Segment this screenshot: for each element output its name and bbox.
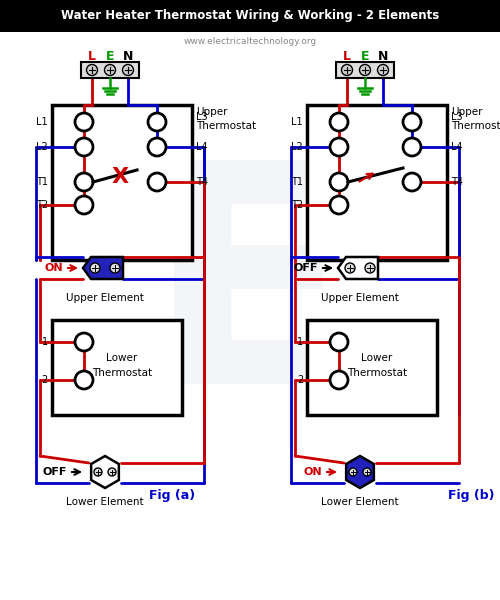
Text: T1: T1	[291, 177, 303, 187]
Bar	[52, 320, 182, 415]
Text: Water Heater Thermostat Wiring & Working - 2 Elements: Water Heater Thermostat Wiring & Working…	[61, 10, 439, 22]
Circle shape	[90, 263, 100, 273]
Bar	[336, 62, 394, 78]
Circle shape	[365, 263, 375, 273]
Text: 2: 2	[297, 375, 303, 385]
Text: Thermostat: Thermostat	[451, 121, 500, 131]
Text: L4: L4	[196, 142, 207, 152]
Text: Upper Element: Upper Element	[321, 293, 399, 303]
Polygon shape	[338, 257, 378, 279]
Circle shape	[104, 64, 116, 76]
Text: Lower: Lower	[106, 353, 138, 363]
Polygon shape	[346, 456, 374, 488]
Circle shape	[75, 371, 93, 389]
Text: L: L	[88, 49, 96, 62]
Polygon shape	[83, 257, 123, 279]
Circle shape	[110, 263, 120, 273]
Bar	[52, 105, 192, 260]
Text: ON: ON	[304, 467, 322, 477]
Text: T4: T4	[196, 177, 208, 187]
Text: L2: L2	[36, 142, 48, 152]
Text: 1: 1	[42, 337, 48, 347]
Polygon shape	[91, 456, 119, 488]
Text: E: E	[146, 151, 354, 449]
Text: Lower Element: Lower Element	[66, 497, 144, 507]
Bar	[0, 0, 500, 32]
Text: L: L	[343, 49, 351, 62]
Text: T2: T2	[36, 200, 48, 210]
Text: Thermostat: Thermostat	[347, 368, 407, 378]
Circle shape	[342, 64, 352, 76]
Text: T2: T2	[291, 200, 303, 210]
Circle shape	[330, 371, 348, 389]
Circle shape	[75, 138, 93, 156]
Circle shape	[122, 64, 134, 76]
Circle shape	[75, 196, 93, 214]
Text: N: N	[123, 49, 133, 62]
Circle shape	[75, 333, 93, 351]
Circle shape	[403, 173, 421, 191]
Text: www.electricaltechnology.org: www.electricaltechnology.org	[184, 37, 316, 46]
Circle shape	[403, 113, 421, 131]
Circle shape	[330, 138, 348, 156]
Text: Upper: Upper	[451, 107, 482, 117]
Circle shape	[94, 468, 102, 476]
Text: Upper: Upper	[196, 107, 228, 117]
Bar	[307, 105, 447, 260]
Circle shape	[345, 263, 355, 273]
Circle shape	[75, 173, 93, 191]
Text: L2: L2	[291, 142, 303, 152]
Circle shape	[330, 173, 348, 191]
Text: L3: L3	[451, 112, 462, 122]
Text: L3: L3	[196, 112, 207, 122]
Circle shape	[86, 64, 98, 76]
Text: N: N	[378, 49, 388, 62]
Text: Fig (a): Fig (a)	[149, 488, 195, 502]
Circle shape	[330, 196, 348, 214]
Circle shape	[403, 138, 421, 156]
Text: 2: 2	[42, 375, 48, 385]
Circle shape	[349, 468, 357, 476]
Text: Fig (b): Fig (b)	[448, 488, 495, 502]
Text: L4: L4	[451, 142, 462, 152]
Circle shape	[378, 64, 388, 76]
Bar	[81, 62, 139, 78]
Circle shape	[330, 333, 348, 351]
Circle shape	[148, 173, 166, 191]
Text: T4: T4	[451, 177, 463, 187]
Text: E: E	[106, 49, 114, 62]
Circle shape	[148, 138, 166, 156]
Text: X: X	[112, 167, 128, 187]
Circle shape	[108, 468, 116, 476]
Text: T1: T1	[36, 177, 48, 187]
Text: Thermostat: Thermostat	[92, 368, 152, 378]
Circle shape	[360, 64, 370, 76]
Text: Lower: Lower	[362, 353, 392, 363]
Text: ON: ON	[44, 263, 63, 273]
Circle shape	[330, 113, 348, 131]
Text: OFF: OFF	[42, 467, 67, 477]
Text: Upper Element: Upper Element	[66, 293, 144, 303]
Text: Thermostat: Thermostat	[196, 121, 256, 131]
Text: E: E	[361, 49, 369, 62]
Circle shape	[148, 113, 166, 131]
Text: L1: L1	[36, 117, 48, 127]
Bar	[307, 320, 437, 415]
Text: 1: 1	[297, 337, 303, 347]
Circle shape	[75, 113, 93, 131]
Text: OFF: OFF	[294, 263, 318, 273]
Text: L1: L1	[292, 117, 303, 127]
Circle shape	[363, 468, 371, 476]
Text: Lower Element: Lower Element	[321, 497, 399, 507]
